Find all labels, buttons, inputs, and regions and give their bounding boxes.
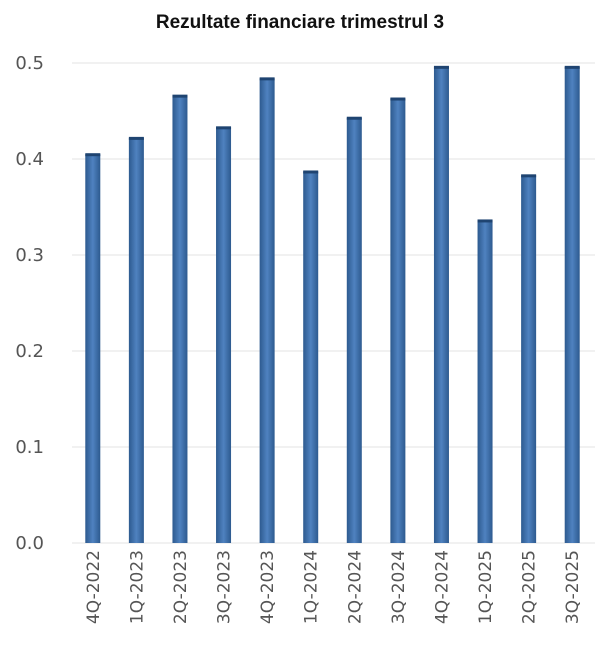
bar-3Q-2024 [390,98,406,544]
bar-4Q-2023 [259,78,275,544]
x-tick-label: 1Q-2023 [127,550,147,624]
bar-cap-4Q-2023 [259,77,275,81]
bar-cap-3Q-2025 [564,65,580,69]
bars [85,65,580,544]
x-tick-label: 3Q-2023 [215,550,235,624]
x-tick-label: 4Q-2023 [258,550,278,624]
x-tick-label: 2Q-2023 [171,550,191,624]
bar-1Q-2024 [303,171,319,544]
x-tick-label: 4Q-2024 [432,550,452,624]
x-tick-label: 1Q-2024 [302,550,322,624]
x-tick-label: 2Q-2024 [345,550,365,624]
x-axis-ticks: 4Q-2022 1Q-2023 2Q-2023 3Q-2023 4Q-2023 1Q-20… [84,550,583,624]
bar-1Q-2025 [477,220,493,543]
bar-3Q-2025 [564,66,580,543]
y-tick-label: 0.2 [15,341,44,362]
x-tick-label: 2Q-2025 [520,550,540,624]
bar-4Q-2022 [85,154,101,543]
bar-3Q-2023 [216,127,232,543]
grid-lines [72,62,595,544]
y-tick-label: 0.1 [15,437,44,458]
y-tick-label: 0.5 [15,53,44,74]
x-tick-label: 4Q-2022 [84,550,104,624]
bar-cap-1Q-2023 [128,136,144,140]
x-tick-label: 3Q-2024 [389,550,409,624]
bar-cap-2Q-2024 [346,116,362,120]
y-tick-label: 0.4 [15,149,44,170]
bar-cap-2Q-2023 [172,94,188,98]
bar-4Q-2024 [433,66,449,543]
bar-cap-4Q-2022 [85,153,101,157]
y-axis-ticks: 0.0 0.1 0.2 0.3 0.4 0.5 [15,53,44,554]
bar-cap-3Q-2023 [216,126,232,130]
bar-cap-4Q-2024 [433,65,449,69]
x-tick-label: 1Q-2025 [476,550,496,624]
bar-cap-2Q-2025 [521,174,537,178]
bar-cap-1Q-2025 [477,219,493,223]
bar-cap-1Q-2024 [303,170,319,174]
bar-1Q-2023 [128,137,144,543]
bar-2Q-2025 [521,175,537,543]
y-tick-label: 0.3 [15,245,44,266]
chart-title: Rezultate financiare trimestrul 3 [156,12,444,33]
x-tick-label: 3Q-2025 [563,550,583,624]
bar-2Q-2023 [172,95,188,543]
bar-2Q-2024 [346,117,362,543]
y-tick-label: 0.0 [15,533,44,554]
bar-cap-3Q-2024 [390,97,406,101]
